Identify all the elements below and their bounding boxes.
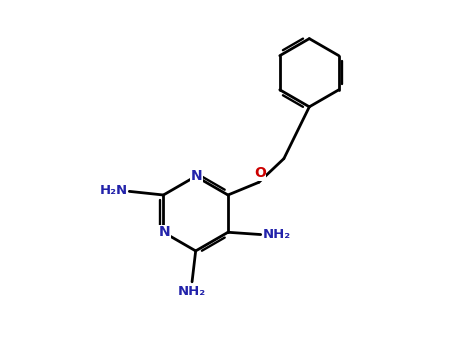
Text: NH₂: NH₂	[263, 228, 291, 241]
Text: NH₂: NH₂	[178, 285, 206, 297]
Text: N: N	[191, 169, 202, 183]
Text: O: O	[254, 167, 266, 181]
Text: N: N	[158, 225, 170, 239]
Text: H₂N: H₂N	[99, 184, 127, 197]
